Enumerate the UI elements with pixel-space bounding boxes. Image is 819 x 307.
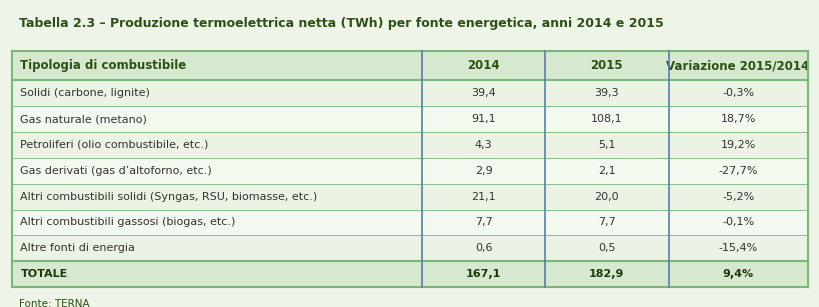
Text: -0,1%: -0,1% [722, 217, 753, 227]
Bar [12, 235, 807, 261]
Text: 4,3: 4,3 [474, 140, 491, 150]
Text: -15,4%: -15,4% [717, 243, 757, 253]
Text: Variazione 2015/2014: Variazione 2015/2014 [666, 59, 808, 72]
Text: 0,5: 0,5 [597, 243, 615, 253]
Text: Tipologia di combustibile: Tipologia di combustibile [20, 59, 187, 72]
Text: 0,6: 0,6 [474, 243, 491, 253]
Text: 20,0: 20,0 [594, 192, 618, 202]
Bar [12, 106, 807, 132]
Text: Solidi (carbone, lignite): Solidi (carbone, lignite) [20, 88, 150, 98]
Text: 7,7: 7,7 [597, 217, 615, 227]
Bar [12, 261, 807, 287]
Text: 18,7%: 18,7% [720, 114, 755, 124]
Text: 91,1: 91,1 [471, 114, 495, 124]
Bar [12, 158, 807, 184]
Text: Altre fonti di energia: Altre fonti di energia [20, 243, 135, 253]
Text: 2014: 2014 [467, 59, 500, 72]
Text: -5,2%: -5,2% [721, 192, 753, 202]
Text: -27,7%: -27,7% [717, 166, 757, 176]
Text: 2015: 2015 [590, 59, 622, 72]
Text: Altri combustibili solidi (Syngas, RSU, biomasse, etc.): Altri combustibili solidi (Syngas, RSU, … [20, 192, 318, 202]
Bar [12, 51, 807, 80]
Text: 2,1: 2,1 [597, 166, 615, 176]
Text: 167,1: 167,1 [465, 269, 500, 279]
Text: 2,9: 2,9 [474, 166, 492, 176]
Text: 39,3: 39,3 [594, 88, 618, 98]
Text: 7,7: 7,7 [474, 217, 492, 227]
Text: TOTALE: TOTALE [20, 269, 68, 279]
Bar [12, 184, 807, 210]
Text: 108,1: 108,1 [590, 114, 622, 124]
Bar [12, 132, 807, 158]
Text: 39,4: 39,4 [471, 88, 495, 98]
Text: Fonte: TERNA: Fonte: TERNA [19, 299, 89, 307]
Text: 5,1: 5,1 [597, 140, 615, 150]
Bar [12, 210, 807, 235]
Text: 19,2%: 19,2% [720, 140, 755, 150]
Text: Altri combustibili gassosi (biogas, etc.): Altri combustibili gassosi (biogas, etc.… [20, 217, 236, 227]
Bar [12, 80, 807, 106]
Text: -0,3%: -0,3% [722, 88, 753, 98]
Text: Gas naturale (metano): Gas naturale (metano) [20, 114, 147, 124]
Text: Tabella 2.3 – Produzione termoelettrica netta (TWh) per fonte energetica, anni 2: Tabella 2.3 – Produzione termoelettrica … [19, 17, 663, 30]
Text: 182,9: 182,9 [589, 269, 624, 279]
Text: Gas derivati (gas d’altoforno, etc.): Gas derivati (gas d’altoforno, etc.) [20, 166, 212, 176]
Text: 9,4%: 9,4% [722, 269, 753, 279]
Text: 21,1: 21,1 [471, 192, 495, 202]
Text: Petroliferi (olio combustibile, etc.): Petroliferi (olio combustibile, etc.) [20, 140, 209, 150]
